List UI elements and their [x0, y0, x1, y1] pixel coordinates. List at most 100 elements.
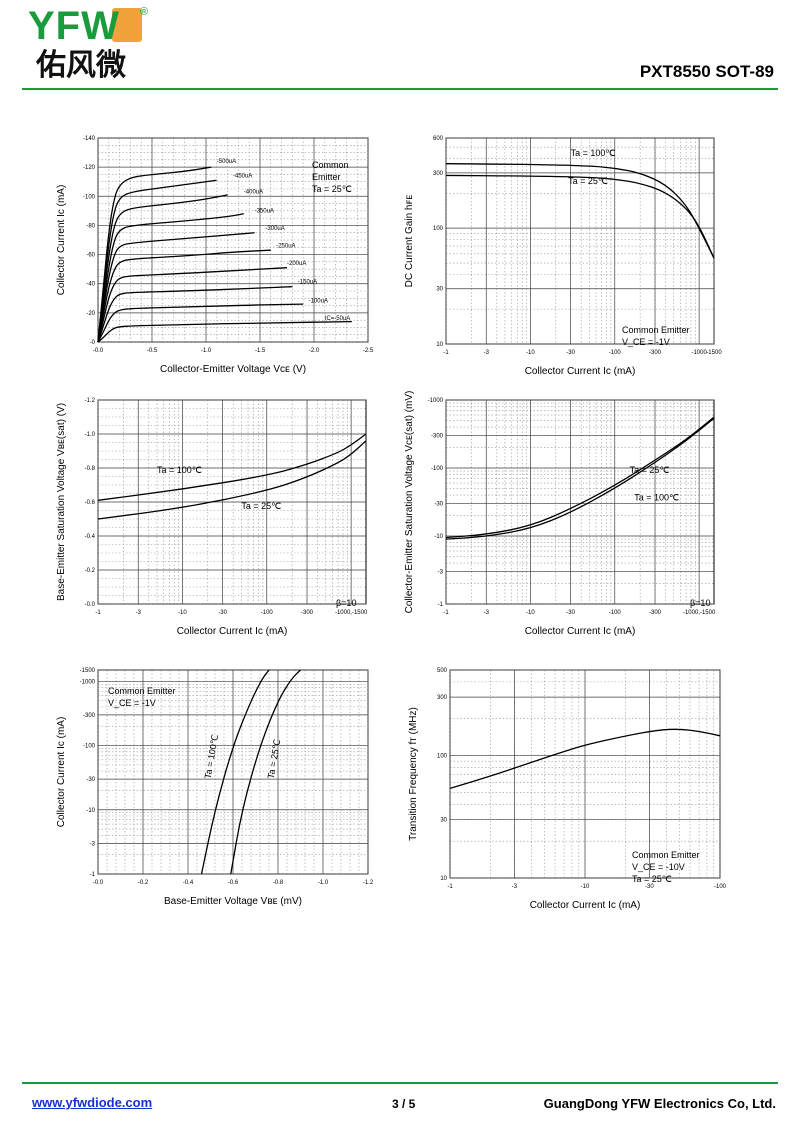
vcesat-ic-annotation: β=10 — [690, 598, 710, 608]
ft-ic-xlabel: Collector Current Iᴄ (mA) — [530, 900, 641, 911]
hfe-ic-xtick-label: -30 — [566, 350, 575, 356]
ic-vce-xtick-label: -2.0 — [309, 348, 320, 354]
ic-vce-curve-label: -300uA — [265, 226, 284, 232]
ic-vce-series-250ua — [97, 249, 271, 343]
ic-vce-curve-label: -500uA — [217, 159, 236, 165]
ic-vce-series-200ua — [97, 267, 288, 343]
company-name: GuangDong YFW Electronics Co, Ltd. — [543, 1096, 776, 1111]
ic-vbe-annotation: Common Emitter — [108, 686, 176, 696]
chart-ft-vs-ic: -1 -3 -10 -30 -100 10 30 100 300 500 Collector Cur… — [400, 660, 750, 918]
vcesat-ic-ytick-label: -100 — [431, 466, 444, 472]
ft-ic-ytick-label: 100 — [437, 754, 448, 760]
hfe-ic-xtick-label: -300 — [649, 350, 662, 356]
ic-vce-series-500ua — [97, 166, 212, 343]
company-logo: YFW ® 佑风微 — [28, 4, 158, 88]
ic-vbe-xtick-label: -0.4 — [183, 880, 194, 886]
chart-ic-vs-vbe: -0.0 -0.2 -0.4 -0.6 -0.8 -1.0 -1.2 -1 -3 -10 -30 -1… — [40, 660, 398, 914]
ic-vce-annotation: Emitter — [312, 172, 341, 182]
vbesat-ic-ytick-label: -0.2 — [85, 568, 96, 574]
vcesat-ic-xtick-label: -30 — [566, 610, 575, 616]
ft-ic-xtick-label: -10 — [581, 884, 590, 890]
hfe-ic-curve-label: Ta = 100℃ — [571, 148, 616, 158]
ic-vbe-series-ta25 — [230, 669, 301, 875]
ic-vbe-ytick-label: -30 — [86, 777, 95, 783]
vcesat-ic-xtick-label: -100 — [609, 610, 622, 616]
ic-vbe-svg: -0.0 -0.2 -0.4 -0.6 -0.8 -1.0 -1.2 -1 -3 -10 -30 -1… — [56, 668, 374, 907]
ic-vce-svg: -0.0 -0.5 -1.0 -1.5 -2.0 -2.5 -0 -20 -40 -60 -80 -1… — [56, 136, 374, 375]
vcesat-ic-ytick-label: -3 — [438, 570, 444, 576]
ic-vbe-xtick-label: -0.0 — [93, 880, 104, 886]
ic-vce-annotation: Common — [312, 160, 349, 170]
vbesat-ic-xtick-label: -1 — [95, 610, 101, 616]
ft-ic-annotation: Common Emitter — [632, 850, 700, 860]
ic-vce-ytick-label: -100 — [83, 194, 96, 200]
vcesat-ic-frame — [445, 399, 715, 605]
website-link[interactable]: www.yfwdiode.com — [32, 1095, 153, 1110]
ft-ic-ylabel: Transition Frequency fᴛ (MHz) — [408, 707, 419, 841]
hfe-ic-annotation: Common Emitter — [622, 325, 690, 335]
vbesat-ic-xtick-label: -3 — [136, 610, 142, 616]
ic-vbe-series-ta100 — [200, 669, 270, 875]
vbesat-ic-annotation: β=10 — [336, 598, 356, 608]
ft-ic-ytick-label: 30 — [440, 818, 447, 824]
hfe-ic-ytick-label: 300 — [433, 171, 444, 177]
hfe-ic-series-ta100 — [445, 163, 715, 259]
ft-ic-annotation: Ta = 25℃ — [632, 874, 672, 884]
vcesat-ic-ytick-label: -300 — [431, 434, 444, 440]
hfe-ic-ytick-label: 10 — [436, 342, 443, 348]
vcesat-ic-xlabel: Collector Current Iᴄ (mA) — [525, 626, 636, 637]
vbesat-ic-series-ta25 — [97, 440, 367, 520]
ic-vbe-xtick-label: -1.0 — [318, 880, 329, 886]
document-title: PXT8550 SOT-89 — [639, 62, 774, 81]
ic-vbe-xtick-label: -0.8 — [273, 880, 284, 886]
logo-text: YFW — [28, 4, 120, 48]
ic-vce-curve-label: -200uA — [287, 261, 306, 267]
hfe-ic-svg: -1 -3 -10 -30 -100 -300 -1000 -1500 10 30 100 300 60… — [404, 136, 722, 377]
ic-vce-ytick-label: -80 — [86, 223, 95, 229]
vbesat-ic-ytick-label: -0.6 — [85, 500, 96, 506]
ic-vce-xtick-label: -0.0 — [93, 348, 104, 354]
ic-vce-annotation: Ta = 25℃ — [312, 184, 352, 194]
ic-vce-xtick-label: -2.5 — [363, 348, 374, 354]
ic-vce-ytick-label: -140 — [83, 136, 96, 142]
ic-vce-curve-label: -350uA — [255, 208, 274, 214]
ft-ic-xtick-label: -1 — [447, 884, 453, 890]
ic-vce-xtick-label: -1.0 — [201, 348, 212, 354]
hfe-ic-annotation: V_CE = -1V — [622, 337, 670, 347]
ic-vbe-ytick-label: -3 — [90, 841, 96, 847]
ic-vce-ytick-label: -120 — [83, 165, 96, 171]
ic-vce-xlabel: Collector-Emitter Voltage Vᴄᴇ (V) — [160, 364, 306, 375]
vcesat-ic-series-ta100 — [445, 417, 715, 540]
vcesat-ic-xtick-label: -300 — [649, 610, 662, 616]
hfe-ic-curve-label: Ta = 25℃ — [568, 176, 608, 186]
chart-vcesat-vs-ic: -1 -3 -10 -30 -100 -300 -1000,-1500 -1 -3 -10 -30 -… — [400, 390, 744, 644]
hfe-ic-ytick-label: 30 — [436, 287, 443, 293]
ic-vce-curve-label: IC=-50uA — [325, 316, 351, 322]
ic-vce-series-350ua — [97, 213, 244, 343]
vcesat-ic-ylabel: Collector-Emitter Saturation Voltage Vᴄᴇ… — [404, 391, 415, 614]
vcesat-ic-svg: -1 -3 -10 -30 -100 -300 -1000,-1500 -1 -3 -10 -30 -… — [404, 391, 716, 637]
ic-vce-ylabel: Collector Current Iᴄ (mA) — [56, 185, 67, 296]
chart-ic-vs-vce: -0.0 -0.5 -1.0 -1.5 -2.0 -2.5 -0 -20 -40 -60 -80 -1… — [40, 128, 398, 382]
ft-ic-xtick-label: -30 — [645, 884, 654, 890]
ic-vce-curve-label: -400uA — [244, 189, 263, 195]
ic-vbe-ytick-label: -1 — [90, 872, 96, 878]
ic-vbe-xlabel: Base-Emitter Voltage Vʙᴇ (mV) — [164, 896, 302, 907]
vbesat-ic-ylabel: Base-Emitter Saturation Voltage Vʙᴇ(sat)… — [56, 403, 67, 601]
vcesat-ic-series-ta25 — [445, 416, 715, 539]
ft-ic-annotation: V_CE = -10V — [632, 862, 685, 872]
vbesat-ic-series-ta100 — [97, 433, 367, 501]
hfe-ic-xtick-label: -1 — [443, 350, 449, 356]
vcesat-ic-xtick-label: -1000,-1500 — [683, 610, 716, 616]
ic-vce-ytick-label: -60 — [86, 253, 95, 259]
hfe-ic-xtick-label: -100 — [609, 350, 622, 356]
vbesat-ic-ytick-label: -0.0 — [85, 602, 96, 608]
vcesat-ic-curve-label: Ta = 25℃ — [630, 465, 670, 475]
ic-vce-curve-label: -450uA — [233, 173, 252, 179]
ft-ic-ytick-label: 500 — [437, 668, 448, 674]
ic-vbe-ylabel: Collector Current Iᴄ (mA) — [56, 717, 67, 828]
vbesat-ic-xtick-label: -300 — [301, 610, 314, 616]
ft-ic-svg: -1 -3 -10 -30 -100 10 30 100 300 500 Collector Cur… — [408, 668, 727, 911]
vcesat-ic-ytick-label: -1000 — [428, 398, 444, 404]
vcesat-ic-xtick-label: -10 — [526, 610, 535, 616]
